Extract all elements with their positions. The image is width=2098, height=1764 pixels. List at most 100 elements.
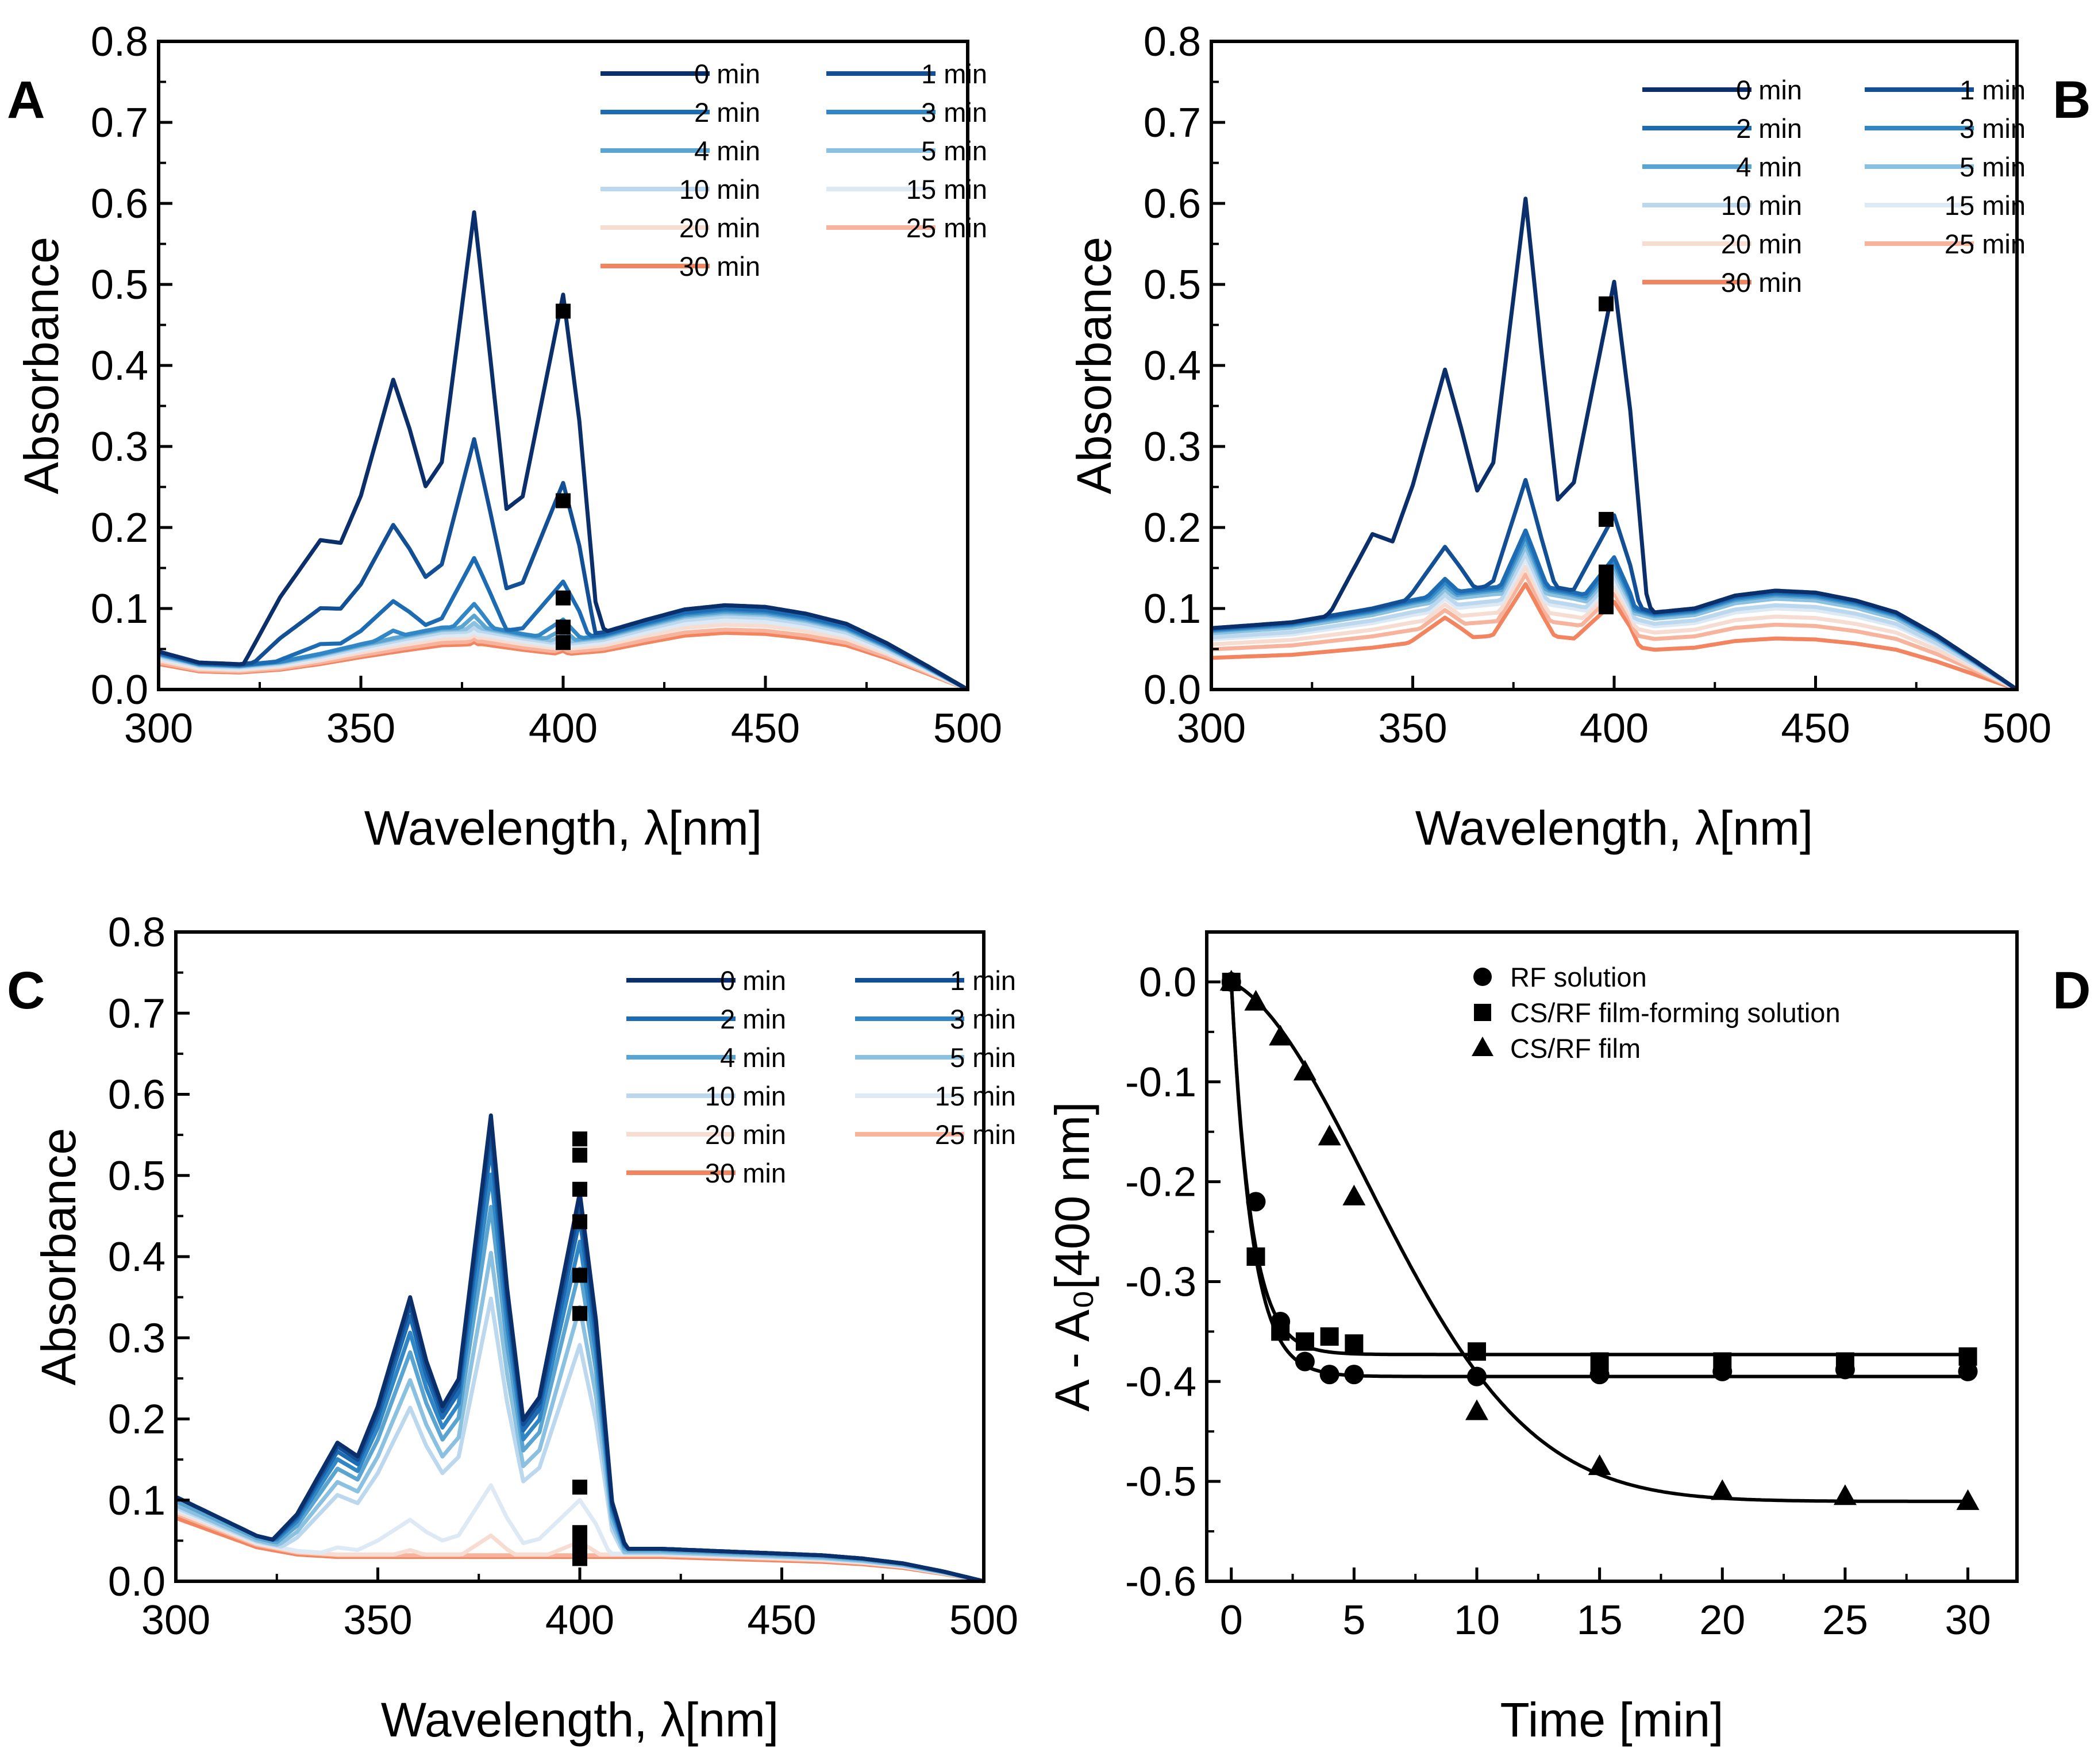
- point-triangle: [1465, 1399, 1488, 1420]
- legend-label-0: 0 min: [1736, 75, 1802, 105]
- y-tick-label: 0.1: [108, 1478, 165, 1524]
- legend-marker-square: [1474, 1004, 1491, 1021]
- point-square: [1958, 1347, 1977, 1366]
- panel-letter: A: [7, 71, 45, 129]
- x-tick-label: 500: [933, 706, 1002, 752]
- y-tick-label: 0.8: [91, 19, 148, 65]
- series-line-10: [1211, 582, 2018, 692]
- series-line-6: [1211, 551, 2018, 692]
- x-tick-label: 500: [949, 1597, 1018, 1643]
- x-tick-label: 25: [1822, 1597, 1868, 1643]
- x-tick-label: 350: [343, 1597, 412, 1643]
- panel-letter: B: [2053, 71, 2091, 129]
- legend-label-9: 25 min: [935, 1119, 1016, 1150]
- legend-label-6: 10 min: [1721, 190, 1802, 221]
- data-marker-0: [1598, 296, 1614, 311]
- x-tick-label: 300: [141, 1597, 210, 1643]
- y-axis-title: A - A₀[400 nm]: [1045, 1101, 1099, 1411]
- data-marker-2: [556, 590, 571, 606]
- point-triangle: [1318, 1124, 1341, 1146]
- x-tick-label: 0: [1220, 1597, 1243, 1643]
- point-square: [1295, 1332, 1314, 1351]
- legend-label-5: 5 min: [1960, 152, 2026, 182]
- y-tick-label: 0.3: [91, 424, 148, 470]
- legend-label-6: 10 min: [679, 174, 760, 205]
- data-marker-7: [1598, 599, 1614, 615]
- point-square: [1468, 1342, 1486, 1361]
- y-tick-label: -0.3: [1125, 1259, 1196, 1305]
- series-line-7: [1211, 557, 2018, 692]
- data-marker-4: [556, 635, 571, 650]
- legend-label-4: 4 min: [720, 1042, 786, 1073]
- x-axis-title: Wavelength, λ[nm]: [364, 801, 763, 855]
- legend-label-8: 20 min: [1721, 229, 1802, 259]
- y-tick-label: 0.5: [91, 262, 148, 308]
- legend-label-10: 30 min: [1721, 267, 1802, 298]
- x-tick-label: 400: [529, 706, 598, 752]
- y-tick-label: 0.4: [91, 343, 148, 389]
- data-marker-5: [572, 1305, 587, 1321]
- legend-label-2: CS/RF film: [1510, 1033, 1641, 1064]
- series-line-8: [1211, 565, 2018, 692]
- point-square: [1590, 1352, 1609, 1371]
- x-tick-label: 350: [1378, 706, 1447, 752]
- y-tick-label: 0.0: [1144, 667, 1201, 713]
- y-axis-title: Absorbance: [14, 237, 68, 494]
- y-tick-label: 0.3: [1144, 424, 1201, 470]
- y-tick-label: -0.2: [1125, 1160, 1196, 1205]
- plot-frame: [1205, 930, 2019, 1583]
- point-circle: [1467, 1366, 1487, 1386]
- point-circle: [1295, 1351, 1315, 1372]
- legend-label-2: 2 min: [720, 1004, 786, 1034]
- legend-label-0: 0 min: [720, 965, 786, 996]
- y-tick-label: 0.8: [1144, 19, 1201, 65]
- legend-label-1: 1 min: [950, 965, 1016, 996]
- x-tick-label: 450: [1781, 706, 1850, 752]
- point-square: [1271, 1322, 1290, 1341]
- legend-label-4: 4 min: [1736, 152, 1802, 182]
- x-tick-label: 300: [124, 706, 193, 752]
- legend-label-4: 4 min: [694, 136, 760, 166]
- legend-label-7: 15 min: [1945, 190, 2026, 221]
- legend-label-5: 5 min: [921, 136, 987, 166]
- x-tick-label: 350: [326, 706, 395, 752]
- y-tick-label: 0.2: [91, 505, 148, 551]
- legend-label-8: 20 min: [705, 1119, 786, 1150]
- y-tick-label: 0.3: [108, 1315, 165, 1361]
- x-tick-label: 30: [1945, 1597, 1991, 1643]
- panel-letter: C: [7, 961, 45, 1020]
- series-line-0: [1211, 197, 2018, 691]
- legend-label-6: 10 min: [705, 1081, 786, 1111]
- y-tick-label: -0.1: [1125, 1060, 1196, 1106]
- y-axis-title: Absorbance: [1067, 237, 1121, 494]
- legend-label-9: 25 min: [1945, 229, 2026, 259]
- legend-label-7: 15 min: [935, 1081, 1016, 1111]
- data-marker-0: [572, 1131, 587, 1147]
- data-marker-2: [572, 1181, 587, 1197]
- panel-c: 300 350 400 450 500 0.0 0.1 0.2 0.3 0.4 0.5 0.6 0.7 0…: [7, 910, 1018, 1747]
- data-marker-0: [556, 303, 571, 319]
- point-square: [1713, 1352, 1732, 1371]
- y-tick-label: 0.6: [1144, 181, 1201, 227]
- panel-b: 300 350 400 450 500 0.0 0.1 0.2 0.3 0.4 0.5 0.6 0.7 0…: [1067, 19, 2091, 855]
- data-marker-6: [572, 1480, 587, 1495]
- y-tick-label: 0.7: [108, 991, 165, 1037]
- legend-label-10: 30 min: [679, 251, 760, 282]
- point-triangle: [1956, 1489, 1980, 1510]
- point-triangle: [1269, 1024, 1292, 1046]
- data-marker-1: [572, 1147, 587, 1163]
- legend-label-3: 3 min: [1960, 113, 2026, 144]
- legend-label-0: RF solution: [1510, 962, 1647, 992]
- point-circle: [1319, 1365, 1339, 1385]
- data-marker-1: [1598, 511, 1614, 527]
- y-tick-label: -0.4: [1125, 1359, 1196, 1405]
- x-axis-title: Wavelength, λ[nm]: [1415, 801, 1814, 855]
- legend-label-2: 2 min: [694, 97, 760, 128]
- y-tick-label: 0.7: [91, 100, 148, 146]
- legend-label-7: 15 min: [906, 174, 987, 205]
- x-tick-label: 300: [1177, 706, 1246, 752]
- legend-label-10: 30 min: [705, 1158, 786, 1188]
- y-tick-label: 0.4: [108, 1234, 165, 1280]
- x-axis-title: Wavelength, λ[nm]: [381, 1693, 779, 1747]
- point-triangle: [1342, 1184, 1366, 1205]
